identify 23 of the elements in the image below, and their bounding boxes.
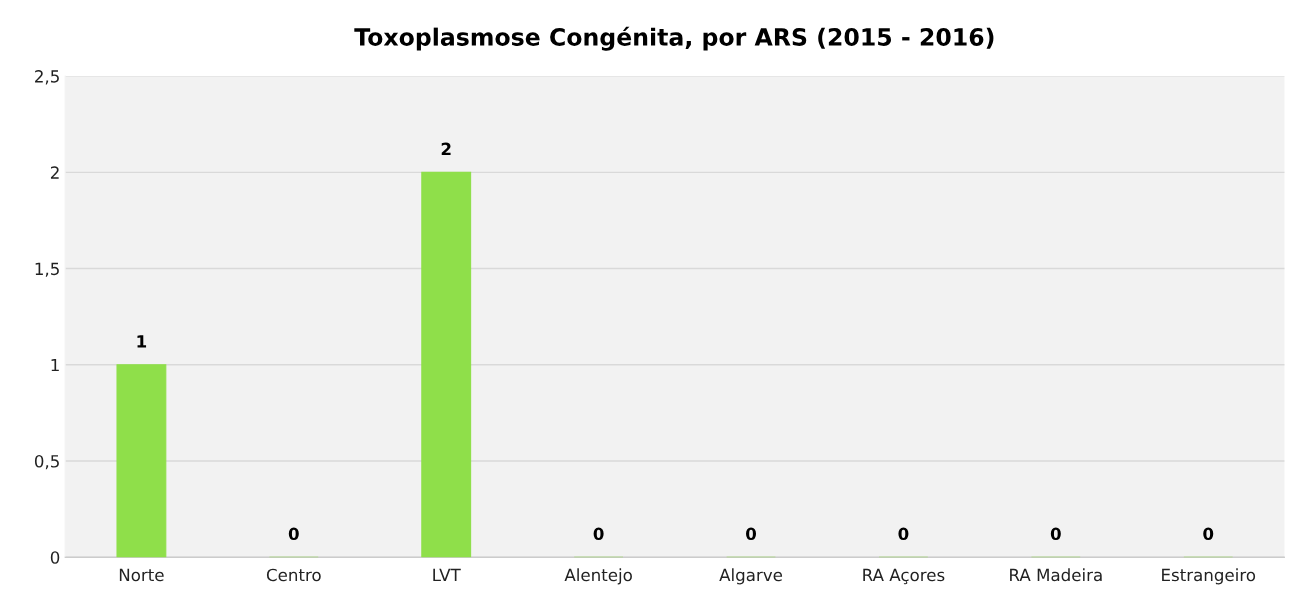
x-tick-label: RA Madeira	[1010, 568, 1102, 582]
data-label: 2	[441, 142, 451, 155]
y-tick-label: 2	[50, 166, 59, 179]
data-label: 0	[746, 527, 757, 541]
x-tick-label: Algarve	[719, 568, 783, 585]
data-label: 0	[288, 527, 299, 541]
data-label: 1	[137, 335, 147, 348]
chart-title: Toxoplasmose Congénita, por ARS (2015 - 2016)	[354, 26, 994, 51]
y-tick-label: 1	[51, 358, 59, 372]
y-tick-label: 0	[50, 551, 60, 564]
data-label: 0	[593, 527, 604, 541]
x-tick-label: RA Açores	[863, 568, 945, 585]
data-label: 0	[1050, 527, 1061, 541]
y-tick-label: 2,5	[35, 70, 59, 85]
x-tick-label: Norte	[119, 568, 164, 582]
data-label: 0	[898, 527, 909, 541]
y-tick-label: 1,5	[35, 262, 59, 277]
x-tick-label: Alentejo	[564, 568, 632, 585]
y-tick-label: 0,5	[34, 454, 59, 470]
x-tick-label: LVT	[433, 568, 461, 582]
x-tick-label: Estrangeiro	[1162, 568, 1256, 585]
data-label: 0	[1203, 527, 1214, 541]
x-tick-label: Centro	[266, 568, 321, 582]
